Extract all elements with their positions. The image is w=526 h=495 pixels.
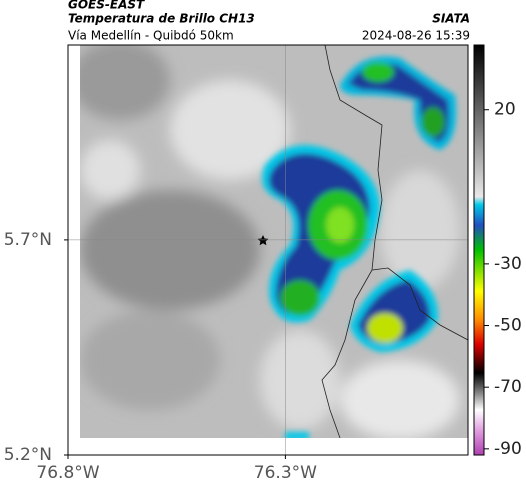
- colorbar-tick-label: -70: [494, 377, 522, 397]
- agency: SIATA: [432, 12, 470, 26]
- product: Temperatura de Brillo CH13: [68, 12, 255, 26]
- region: Vía Medellín - Quibdó 50km: [68, 29, 234, 43]
- colorbar-tick-label: 20: [494, 100, 516, 120]
- colorbar-tick-label: -90: [494, 439, 522, 459]
- colorbar-tick-label: -50: [494, 316, 522, 336]
- satellite-image: [80, 45, 468, 438]
- x-tick-label: 76.3°W: [254, 463, 317, 483]
- colorbar: [473, 44, 485, 456]
- source: GOES-EAST: [68, 0, 145, 12]
- y-tick-label: 5.2°N: [4, 445, 52, 465]
- colorbar-tick-label: -30: [494, 254, 522, 274]
- y-tick-label: 5.7°N: [4, 230, 52, 250]
- datetime: 2024-08-26 15:39: [362, 29, 470, 43]
- x-tick-label: 76.8°W: [36, 463, 99, 483]
- map-frame: [67, 44, 469, 456]
